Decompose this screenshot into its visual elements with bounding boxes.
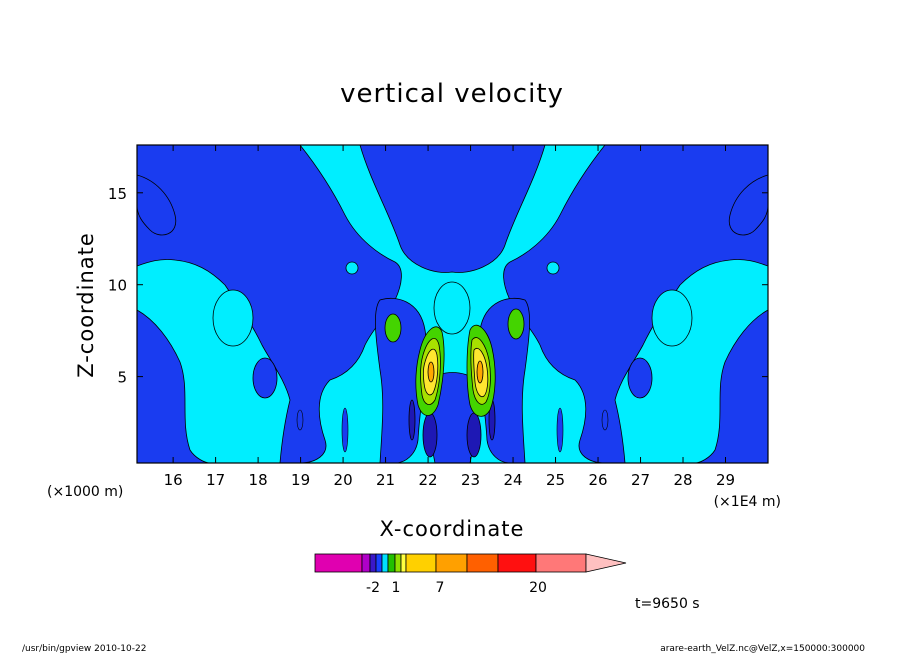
footer-left: /usr/bin/gpview 2010-10-22 [22, 644, 146, 654]
colorbar-segment [381, 553, 389, 573]
x-axis: 16 17 18 19 20 21 22 23 24 25 26 27 28 29 [164, 145, 735, 489]
colorbar-labels: -2 1 7 20 [366, 580, 547, 596]
colorbar-segment [361, 553, 371, 573]
contour-region [137, 174, 177, 236]
x-tick-label: 23 [461, 471, 480, 489]
colorbar-segment [400, 553, 407, 573]
contour-region [651, 289, 693, 347]
contour-region [694, 309, 768, 463]
contour-region [503, 145, 768, 463]
colorbar-segment [375, 553, 383, 573]
colorbar-segment [435, 553, 468, 573]
x-axis-label: X-coordinate [380, 517, 525, 541]
colorbar-segment [387, 553, 396, 573]
x-tick-label: 25 [546, 471, 565, 489]
colorbar-label: 20 [529, 580, 547, 596]
y-tick-label: 10 [108, 277, 127, 295]
orange-regions [427, 360, 484, 384]
colorbar-segment [369, 553, 377, 573]
x-tick-label: 22 [419, 471, 438, 489]
contour-region [384, 313, 402, 343]
colorbar-segment [394, 553, 402, 573]
chart-title: vertical velocity [340, 79, 564, 109]
contour-region [296, 409, 304, 431]
contour-region [433, 281, 471, 335]
cyan-islands [212, 261, 693, 347]
plot-frame [136, 144, 769, 464]
contour-region [408, 399, 416, 441]
x-tick-label: 20 [334, 471, 353, 489]
contour-region [212, 289, 254, 347]
footer-right: arare-earth_VelZ.nc@VelZ,x=150000:300000 [660, 644, 865, 654]
time-annotation: t=9650 s [635, 596, 700, 612]
contour-region [341, 407, 349, 453]
contour-region [252, 357, 278, 399]
y-tick-label: 5 [117, 369, 127, 387]
colorbar-segment [535, 553, 587, 573]
x-tick-label: 19 [291, 471, 310, 489]
colorbar-label: -2 [366, 580, 380, 596]
contour-region [546, 261, 560, 275]
contour-region [137, 145, 402, 463]
x-tick-label: 27 [631, 471, 650, 489]
dark-blue-regions [137, 145, 768, 463]
x-tick-label: 26 [588, 471, 607, 489]
contour-region [359, 145, 546, 273]
x-unit-right: (×1E4 m) [714, 494, 781, 510]
contour-region [556, 407, 564, 453]
contour-region [627, 357, 653, 399]
colorbar-arrow [585, 553, 627, 573]
contour-region [466, 412, 482, 458]
colorbar-label: 1 [392, 580, 401, 596]
contour-region [728, 174, 768, 236]
contour-region [507, 308, 525, 340]
y-tick-label: 15 [108, 185, 127, 203]
colorbar-segment [405, 553, 437, 573]
x-tick-label: 28 [673, 471, 692, 489]
x-tick-label: 17 [206, 471, 225, 489]
x-tick-label: 29 [716, 471, 735, 489]
x-tick-label: 24 [504, 471, 523, 489]
x-tick-label: 16 [164, 471, 183, 489]
colorbar-segment [497, 553, 537, 573]
colorbar-segment [314, 553, 363, 573]
x-unit-left: (×1000 m) [47, 484, 123, 500]
x-tick-label: 21 [376, 471, 395, 489]
contour-region [137, 309, 211, 463]
x-tick-label: 18 [249, 471, 268, 489]
contour-region [427, 361, 435, 383]
thin-streaks [296, 407, 609, 453]
y-axis: 5 10 15 [108, 185, 768, 387]
contour-region [345, 261, 359, 275]
plot-area [137, 145, 768, 463]
colorbar [314, 553, 627, 573]
colorbar-segment [466, 553, 499, 573]
navy-regions [408, 399, 496, 458]
y-axis-label: Z-coordinate [74, 232, 98, 378]
contour-region [601, 409, 609, 431]
contour-region [476, 360, 484, 384]
contour-region [422, 412, 438, 458]
colorbar-label: 7 [436, 580, 445, 596]
